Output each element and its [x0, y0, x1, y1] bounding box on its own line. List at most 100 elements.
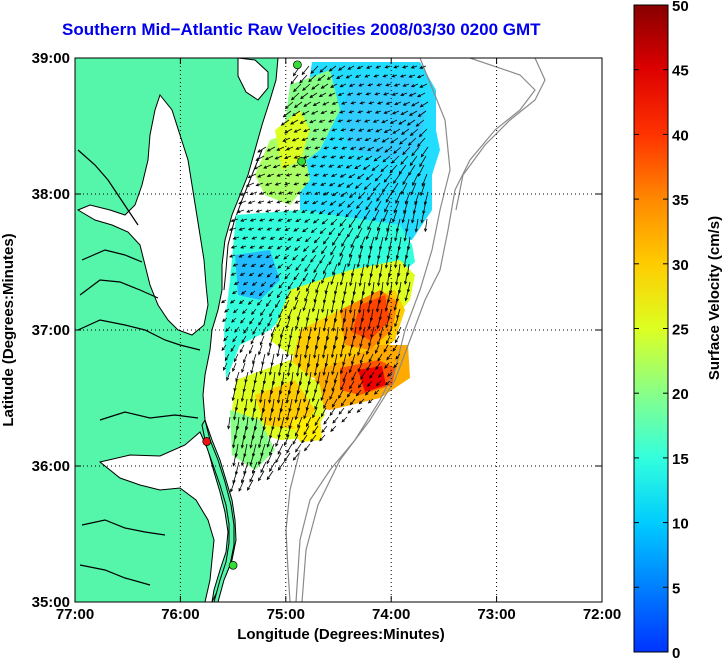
- velocity-arrowhead: [314, 406, 318, 410]
- velocity-arrow: [340, 344, 344, 357]
- velocity-arrow: [243, 326, 249, 334]
- velocity-arrow: [370, 263, 374, 277]
- y-axis: 39:00 38:00 37:00 36:00 35:00: [32, 50, 602, 611]
- radar-station-green: [293, 60, 302, 70]
- velocity-arrowhead: [303, 415, 307, 420]
- velocity-arrowhead: [419, 84, 424, 88]
- velocity-arrow: [249, 470, 256, 482]
- velocity-arrow: [231, 218, 239, 222]
- velocity-arrowhead: [260, 312, 264, 317]
- velocity-arrow: [377, 218, 383, 231]
- velocity-arrow: [395, 191, 402, 204]
- velocity-arrow: [277, 389, 281, 403]
- velocity-arrow: [310, 209, 317, 214]
- velocity-arrow: [305, 236, 312, 243]
- velocity-arrow: [373, 119, 380, 123]
- velocity-arrow: [260, 389, 263, 403]
- velocity-arrow: [332, 398, 338, 408]
- velocity-arrowhead: [275, 274, 280, 279]
- velocity-arrowhead: [341, 101, 345, 105]
- velocity-arrow: [322, 344, 326, 358]
- velocity-arrow: [340, 398, 347, 407]
- velocity-arrow: [305, 362, 309, 376]
- velocity-arrow: [235, 443, 239, 457]
- velocity-arrowhead: [400, 92, 405, 96]
- velocity-arrowhead: [354, 215, 358, 219]
- velocity-arrowhead: [360, 245, 364, 250]
- velocity-arrow: [358, 218, 365, 229]
- velocity-arrowhead: [284, 275, 288, 280]
- velocity-arrowhead: [302, 248, 307, 252]
- velocity-arrow: [320, 389, 326, 401]
- velocity-arrowhead: [354, 185, 359, 189]
- velocity-arrowhead: [284, 130, 288, 134]
- velocity-arrowhead: [348, 369, 352, 374]
- velocity-arrow: [304, 443, 311, 451]
- velocity-arrow: [347, 407, 354, 414]
- velocity-arrow: [329, 65, 337, 72]
- velocity-arrow: [321, 272, 327, 284]
- velocity-arrow: [296, 236, 303, 242]
- velocity-arrowhead: [301, 112, 306, 116]
- velocity-arrow: [305, 317, 309, 330]
- velocity-arrow: [267, 317, 273, 327]
- velocity-arrow: [288, 416, 294, 429]
- velocity-arrow: [231, 317, 237, 323]
- velocity-arrow: [331, 344, 335, 358]
- velocity-arrow: [267, 434, 272, 448]
- velocity-arrow: [382, 155, 391, 163]
- velocity-arrowhead: [238, 487, 242, 492]
- velocity-arrow: [275, 182, 282, 186]
- velocity-arrow: [341, 263, 347, 276]
- velocity-arrow: [338, 65, 346, 71]
- velocity-arrow: [251, 308, 257, 315]
- velocity-arrowhead: [322, 240, 327, 245]
- velocity-arrowhead: [290, 96, 295, 101]
- velocity-arrow: [267, 290, 274, 297]
- velocity-arrowhead: [233, 281, 238, 285]
- velocity-arrowhead: [391, 92, 396, 96]
- velocity-arrowhead: [284, 182, 288, 186]
- velocity-arrow: [340, 380, 346, 390]
- velocity-arrowhead: [367, 399, 372, 404]
- velocity-arrow: [357, 407, 363, 413]
- velocity-arrowhead: [238, 201, 243, 205]
- velocity-arrow: [301, 65, 310, 75]
- velocity-arrowhead: [403, 237, 407, 242]
- velocity-arrowhead: [259, 218, 264, 222]
- velocity-arrowhead: [252, 331, 256, 335]
- velocity-arrow: [332, 191, 339, 196]
- velocity-arrowhead: [320, 413, 325, 418]
- velocity-arrow: [290, 119, 299, 125]
- velocity-arrow: [250, 362, 255, 374]
- velocity-arrowhead: [285, 200, 290, 204]
- velocity-arrow: [254, 164, 263, 170]
- velocity-arrow: [378, 272, 381, 286]
- velocity-arrowhead: [238, 227, 243, 231]
- velocity-arrow: [385, 254, 389, 268]
- velocity-arrow: [375, 362, 381, 370]
- velocity-arrowhead: [312, 128, 317, 132]
- velocity-arrowhead: [373, 157, 378, 162]
- velocity-arrowhead: [266, 148, 271, 152]
- velocity-arrow: [400, 92, 408, 96]
- velocity-arrow: [311, 110, 319, 115]
- velocity-arrow: [237, 209, 245, 213]
- velocity-arrowhead: [404, 200, 408, 205]
- velocity-arrowhead: [391, 189, 395, 194]
- velocity-arrow: [319, 65, 328, 73]
- velocity-arrowhead: [347, 137, 352, 141]
- velocity-arrowhead: [287, 372, 291, 377]
- velocity-arrow: [388, 326, 393, 336]
- velocity-arrowhead: [283, 256, 287, 260]
- velocity-arrow: [295, 389, 299, 403]
- velocity-arrowhead: [386, 282, 390, 287]
- velocity-arrow: [286, 425, 292, 437]
- velocity-arrowhead: [383, 92, 387, 96]
- pamlico-river: [81, 519, 166, 536]
- velocity-arrowhead: [383, 110, 388, 114]
- velocity-arrowhead: [302, 228, 306, 233]
- velocity-arrowhead: [318, 119, 323, 123]
- velocity-arrowhead: [292, 457, 297, 461]
- velocity-arrowhead: [333, 379, 337, 384]
